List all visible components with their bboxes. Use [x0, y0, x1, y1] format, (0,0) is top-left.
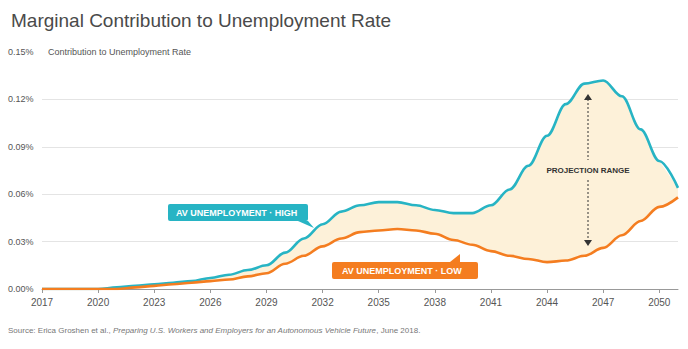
- svg-text:0.12%: 0.12%: [8, 94, 34, 104]
- svg-text:PROJECTION RANGE: PROJECTION RANGE: [546, 166, 630, 175]
- svg-text:AV UNEMPLOYMENT · LOW: AV UNEMPLOYMENT · LOW: [342, 266, 462, 276]
- svg-text:0.09%: 0.09%: [8, 142, 34, 152]
- svg-text:2032: 2032: [311, 297, 334, 308]
- svg-text:Source: Erica Groshen et al.,: Source: Erica Groshen et al.,: [8, 326, 113, 335]
- svg-text:2029: 2029: [255, 297, 278, 308]
- svg-text:0.03%: 0.03%: [8, 237, 34, 247]
- svg-text:2050: 2050: [648, 297, 671, 308]
- svg-text:Preparing U.S. Workers and Emp: Preparing U.S. Workers and Employers for…: [113, 326, 377, 335]
- svg-text:2026: 2026: [199, 297, 222, 308]
- svg-text:2047: 2047: [592, 297, 615, 308]
- svg-text:Marginal Contribution to Unemp: Marginal Contribution to Unemployment Ra…: [11, 10, 391, 31]
- svg-text:2035: 2035: [368, 297, 391, 308]
- svg-text:, June 2018.: , June 2018.: [376, 326, 420, 335]
- svg-text:AV UNEMPLOYMENT · HIGH: AV UNEMPLOYMENT · HIGH: [176, 208, 297, 218]
- svg-text:2017: 2017: [31, 297, 54, 308]
- svg-text:2041: 2041: [480, 297, 503, 308]
- svg-text:0.06%: 0.06%: [8, 189, 34, 199]
- svg-text:2020: 2020: [87, 297, 110, 308]
- svg-text:0.00%: 0.00%: [8, 284, 34, 294]
- svg-text:2044: 2044: [536, 297, 559, 308]
- svg-text:Contribution to Unemployment R: Contribution to Unemployment Rate: [48, 47, 191, 57]
- svg-text:2023: 2023: [143, 297, 166, 308]
- svg-text:0.15%: 0.15%: [8, 47, 34, 57]
- svg-text:2038: 2038: [424, 297, 447, 308]
